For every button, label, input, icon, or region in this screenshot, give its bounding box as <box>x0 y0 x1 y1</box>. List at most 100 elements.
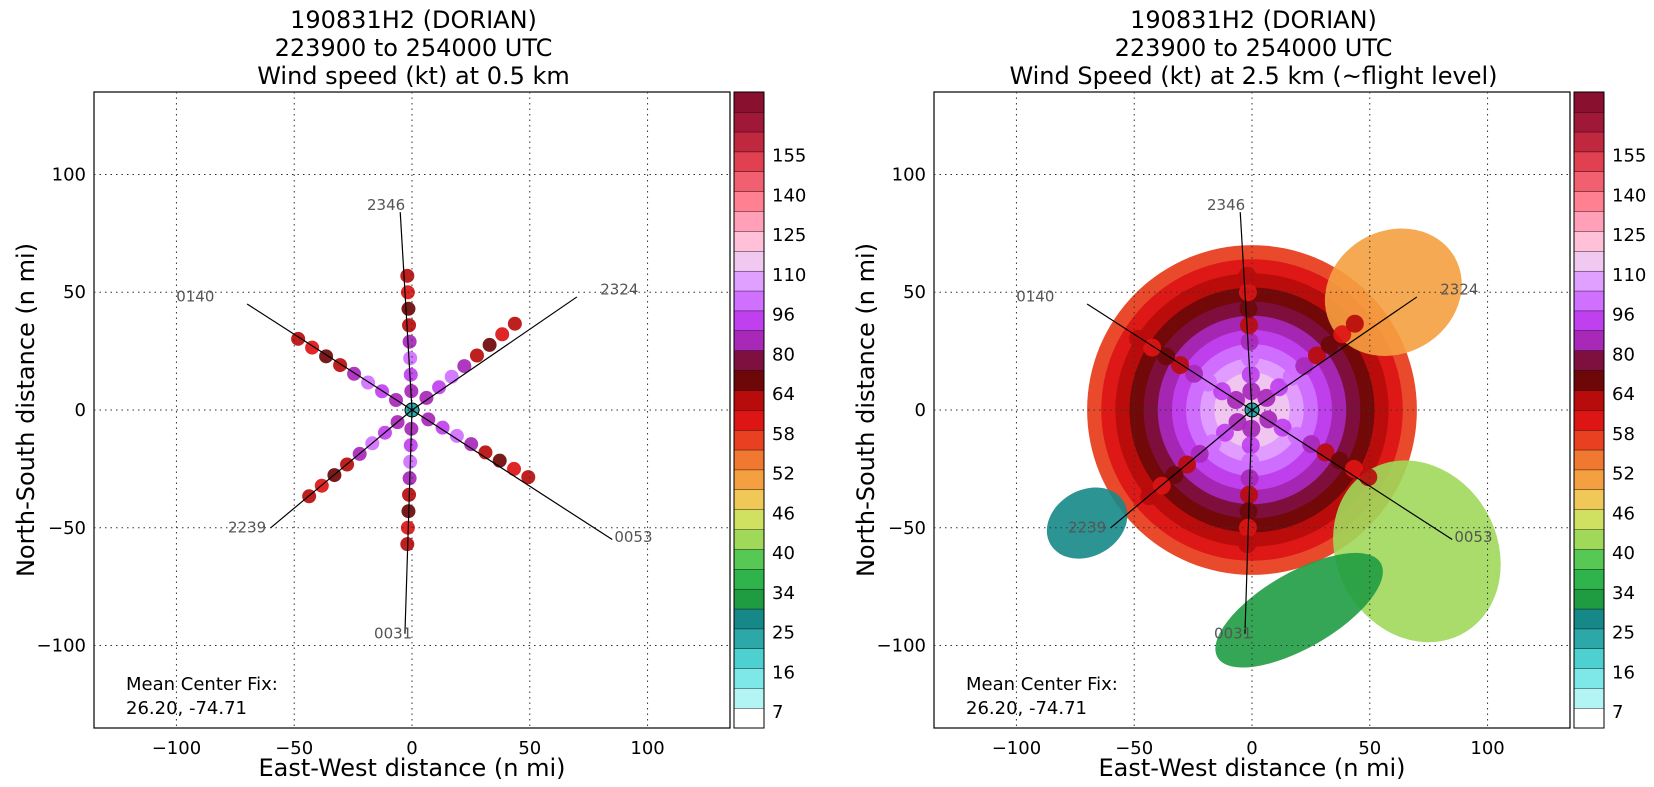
flight-track <box>404 409 413 634</box>
wind-cell <box>1270 378 1289 397</box>
colorbar-swatch <box>733 290 765 312</box>
colorbar-swatch <box>1573 290 1605 312</box>
center-fix-heading: Mean Center Fix: <box>126 674 278 695</box>
wind-panel-0-5km: 190831H2 (DORIAN) 223900 to 254000 UTC W… <box>0 6 827 782</box>
colorbar-swatch <box>733 131 765 153</box>
colorbar-tick-label: 155 <box>772 146 806 167</box>
y-tick-label: 100 <box>52 164 86 185</box>
wind-cell <box>492 453 507 468</box>
colorbar-tick-label: 16 <box>1612 662 1635 683</box>
wind-plot: −100 −50 0 50 100 −100 −50 0 50 100 East-West dist… <box>852 91 1646 782</box>
colorbar-tick-label: 140 <box>1612 185 1646 206</box>
colorbar-swatch <box>1573 389 1605 411</box>
wind-cell <box>457 359 472 374</box>
chart-title: 190831H2 (DORIAN) 223900 to 254000 UTC W… <box>0 6 827 90</box>
colorbar-swatch <box>1573 171 1605 192</box>
wind-cell <box>1320 335 1339 354</box>
colorbar-swatch <box>1573 707 1605 729</box>
wind-band <box>1333 460 1501 643</box>
colorbar-swatch <box>733 370 765 391</box>
wind-cell <box>419 390 434 405</box>
wind-band <box>1215 552 1383 668</box>
title-line-storm: 190831H2 (DORIAN) <box>290 6 537 34</box>
wind-cell <box>521 470 536 485</box>
x-tick-label: 0 <box>406 738 417 759</box>
wind-cell <box>1359 468 1378 487</box>
wind-cell <box>1287 426 1306 445</box>
wind-cell <box>400 268 415 283</box>
colorbar-swatch <box>1573 628 1605 649</box>
y-tick-label: 0 <box>915 400 926 421</box>
flight-track <box>1251 296 1418 411</box>
y-tick-label: −50 <box>48 518 86 539</box>
colorbar-tick-label: 25 <box>1612 623 1635 644</box>
colorbar-swatch <box>733 648 765 669</box>
wind-cell <box>507 316 522 331</box>
track-time-label: 0031 <box>1214 624 1252 642</box>
x-tick-label: 100 <box>630 738 664 759</box>
y-tick-label: 50 <box>903 282 926 303</box>
colorbar: 7 16 25 34 40 46 52 58 64 80 96 110 125 140 155 <box>733 91 806 729</box>
colorbar-tick-label: 25 <box>772 623 795 644</box>
colorbar-swatch <box>1573 648 1605 669</box>
colorbar-tick-label: 110 <box>772 265 806 286</box>
flight-track <box>1251 409 1453 541</box>
colorbar-tick-label: 155 <box>1612 146 1646 167</box>
colorbar-swatch <box>733 429 765 451</box>
colorbar-swatch <box>1573 250 1605 272</box>
colorbar-tick-label: 58 <box>1612 424 1635 445</box>
colorbar-tick-label: 64 <box>1612 384 1635 405</box>
colorbar-tick-label: 52 <box>1612 464 1635 485</box>
wind-cell <box>1240 316 1259 335</box>
colorbar-swatch <box>1573 568 1605 590</box>
y-tick-label: 100 <box>892 164 926 185</box>
colorbar-tick-label: 7 <box>772 702 783 723</box>
colorbar-swatch <box>733 548 765 570</box>
wind-cell <box>401 301 416 316</box>
colorbar-swatch <box>1573 230 1605 252</box>
colorbar-swatch <box>733 330 765 351</box>
colorbar-swatch <box>1573 688 1605 709</box>
x-tick-label: 50 <box>518 738 541 759</box>
x-tick-label: −100 <box>152 738 201 759</box>
colorbar-tick-label: 46 <box>1612 503 1635 524</box>
colorbar-tick-label: 16 <box>772 662 795 683</box>
colorbar-swatch <box>733 389 765 411</box>
wind-cell <box>464 437 479 452</box>
wind-cell <box>402 318 417 333</box>
colorbar-frame <box>733 91 765 729</box>
colorbar-swatch <box>733 489 765 510</box>
colorbar-swatch <box>1573 529 1605 550</box>
colorbar-swatch <box>733 449 765 471</box>
track-time-label: 0140 <box>1016 288 1054 306</box>
flight-track <box>1239 212 1253 411</box>
colorbar-frame <box>1573 91 1605 729</box>
colorbar-swatch <box>733 509 765 530</box>
title-line-field: Wind speed (kt) at 0.5 km <box>257 62 570 90</box>
colorbar-tick-label: 34 <box>1612 583 1635 604</box>
wind-cell <box>403 367 418 382</box>
colorbar-tick-label: 96 <box>1612 305 1635 326</box>
colorbar-swatch <box>733 211 765 232</box>
colorbar-tick-label: 125 <box>772 225 806 246</box>
y-axis-label: North-South distance (n mi) <box>852 243 880 577</box>
colorbar-swatch <box>1573 548 1605 570</box>
y-tick-label: 0 <box>75 400 86 421</box>
colorbar-swatch <box>733 409 765 431</box>
colorbar-swatch <box>1573 191 1605 212</box>
colorbar-tick-label: 125 <box>1612 225 1646 246</box>
track-time-label: 2324 <box>600 281 638 299</box>
wind-cell <box>495 327 510 342</box>
colorbar-swatch <box>733 191 765 212</box>
wind-cell <box>361 375 376 390</box>
x-axis-label: East-West distance (n mi) <box>258 754 565 782</box>
title-line-field: Wind Speed (kt) at 2.5 km (~flight level… <box>1009 62 1498 90</box>
center-fix-value: 26.20, -74.71 <box>126 698 247 719</box>
wind-cell <box>1330 451 1349 470</box>
x-tick-label: −100 <box>992 738 1041 759</box>
colorbar-tick-label: 110 <box>1612 265 1646 286</box>
track-time-label: 0140 <box>176 288 214 306</box>
colorbar-swatch <box>1573 489 1605 510</box>
chart-title: 190831H2 (DORIAN) 223900 to 254000 UTC W… <box>840 6 1654 90</box>
center-fix-heading: Mean Center Fix: <box>966 674 1118 695</box>
